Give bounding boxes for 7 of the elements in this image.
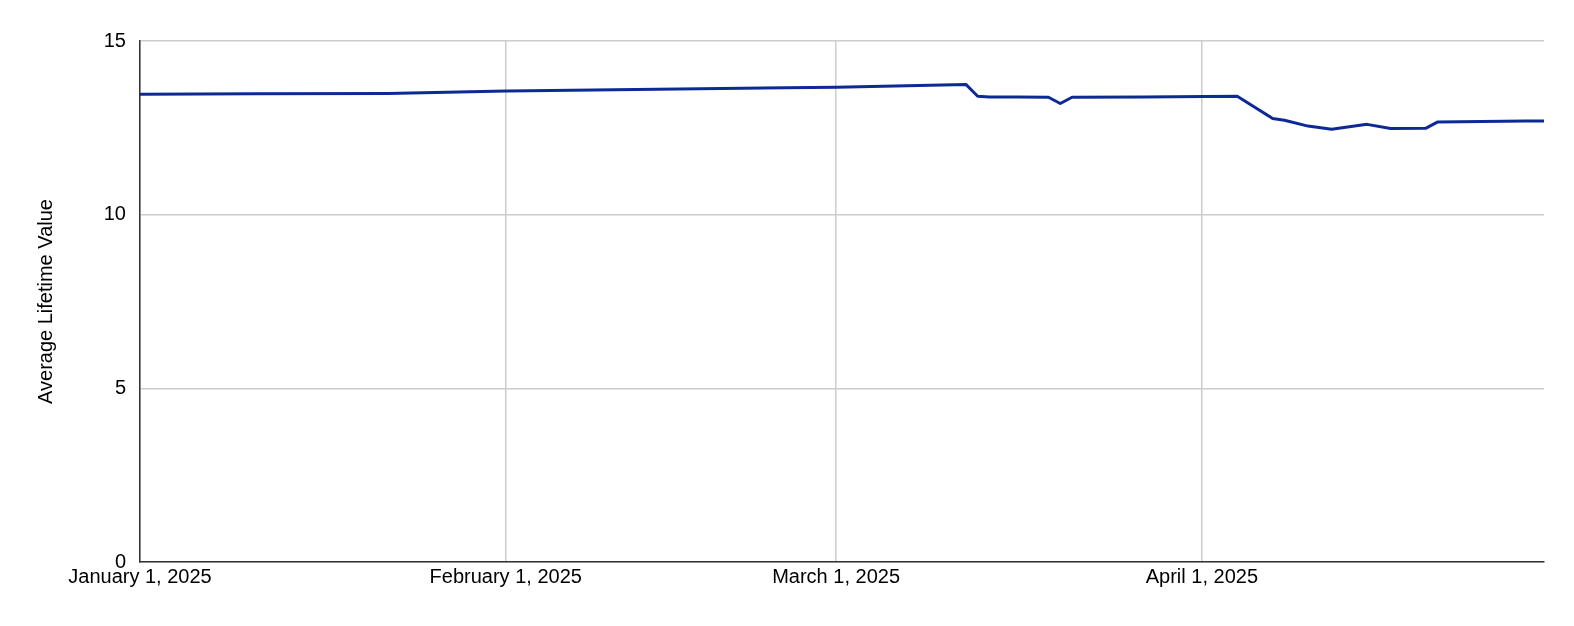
x-tick-label: April 1, 2025 <box>1145 564 1258 587</box>
x-tick-label: March 1, 2025 <box>772 564 901 587</box>
y-axis-title: Average Lifetime Value <box>33 199 56 404</box>
y-tick-label: 10 <box>103 202 126 225</box>
x-tick-label: February 1, 2025 <box>429 564 582 587</box>
y-tick-label: 15 <box>103 28 126 51</box>
y-tick-label: 5 <box>114 375 126 398</box>
